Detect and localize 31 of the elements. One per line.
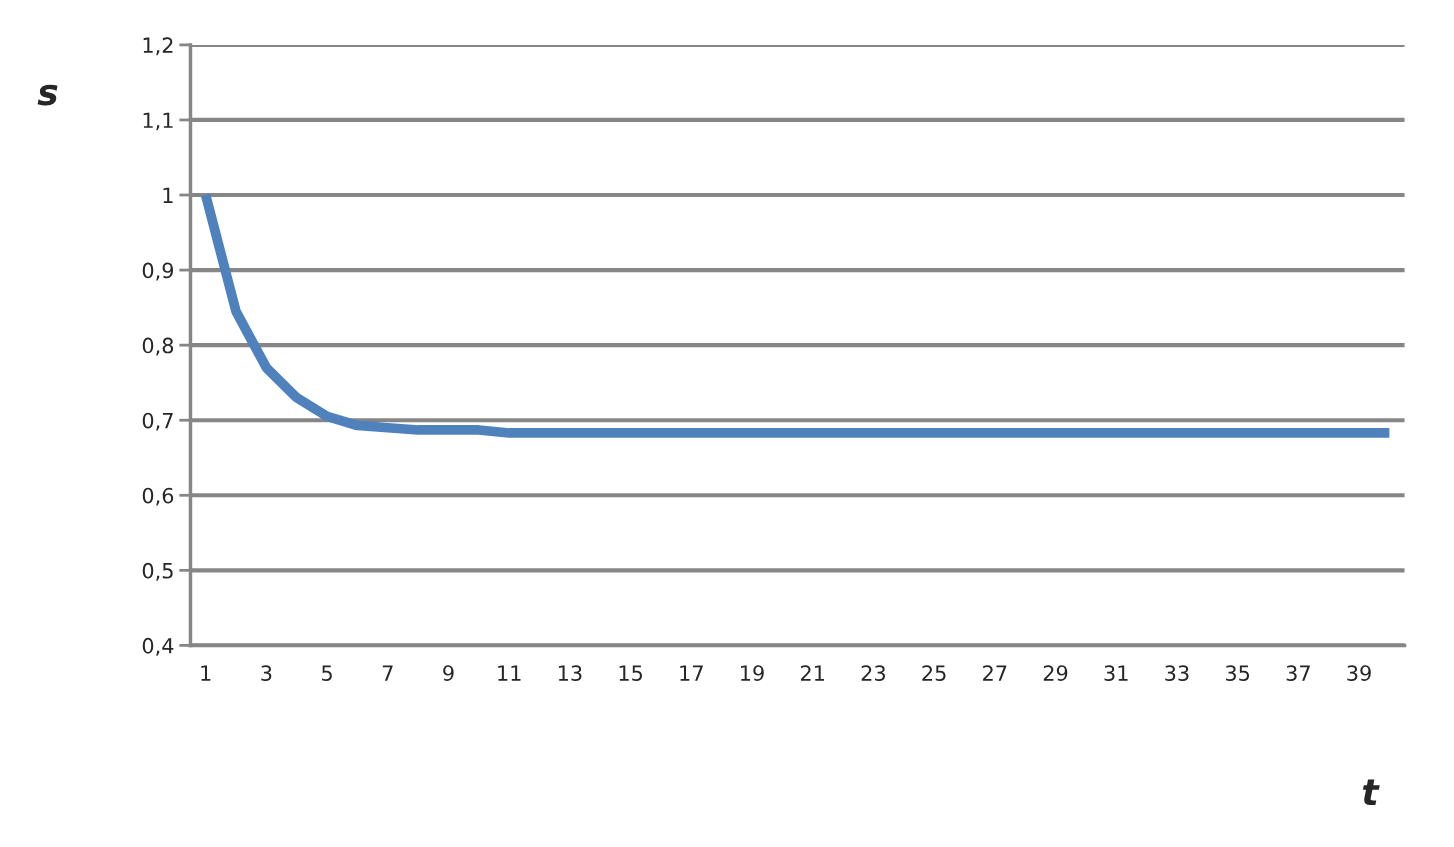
- y-tick-label: 1: [163, 187, 173, 203]
- x-axis-title: t: [1362, 779, 1380, 805]
- y-tick-label: 0,4: [142, 637, 174, 656]
- x-tick-label: 33: [1165, 665, 1189, 681]
- y-tick-label: 1,1: [143, 112, 173, 131]
- x-tick-label: 15: [619, 665, 643, 681]
- x-tick-label: 37: [1286, 665, 1310, 681]
- y-axis-title: s: [37, 84, 58, 106]
- x-tick-label: 5: [322, 665, 332, 681]
- x-tick-label: 17: [680, 665, 703, 681]
- x-tick-label: 7: [382, 665, 393, 681]
- x-tick-label: 13: [558, 665, 582, 681]
- y-tick-label: 0,8: [142, 337, 174, 356]
- x-tick-label: 3: [261, 665, 272, 681]
- y-tick-label: 0,5: [142, 562, 173, 581]
- y-tick-label: 1,2: [143, 37, 173, 56]
- x-tick-label: 31: [1104, 665, 1128, 681]
- y-tick-label: 0,7: [142, 412, 173, 431]
- x-tick-label: 29: [1043, 665, 1068, 681]
- x-tick-label: 39: [1347, 665, 1371, 681]
- x-tick-label: 1: [201, 665, 211, 681]
- x-tick-label: 25: [922, 665, 946, 681]
- y-tick-label: 0,6: [142, 487, 174, 506]
- x-tick-label: 9: [443, 665, 454, 681]
- x-tick-label: 21: [800, 665, 825, 681]
- x-tick-label: 35: [1225, 665, 1250, 681]
- x-tick-label: 11: [498, 665, 521, 681]
- x-tick-label: 19: [741, 665, 764, 681]
- x-tick-label: 27: [983, 665, 1007, 681]
- x-tick-label: 23: [861, 665, 885, 681]
- y-tick-label: 0,9: [142, 262, 174, 281]
